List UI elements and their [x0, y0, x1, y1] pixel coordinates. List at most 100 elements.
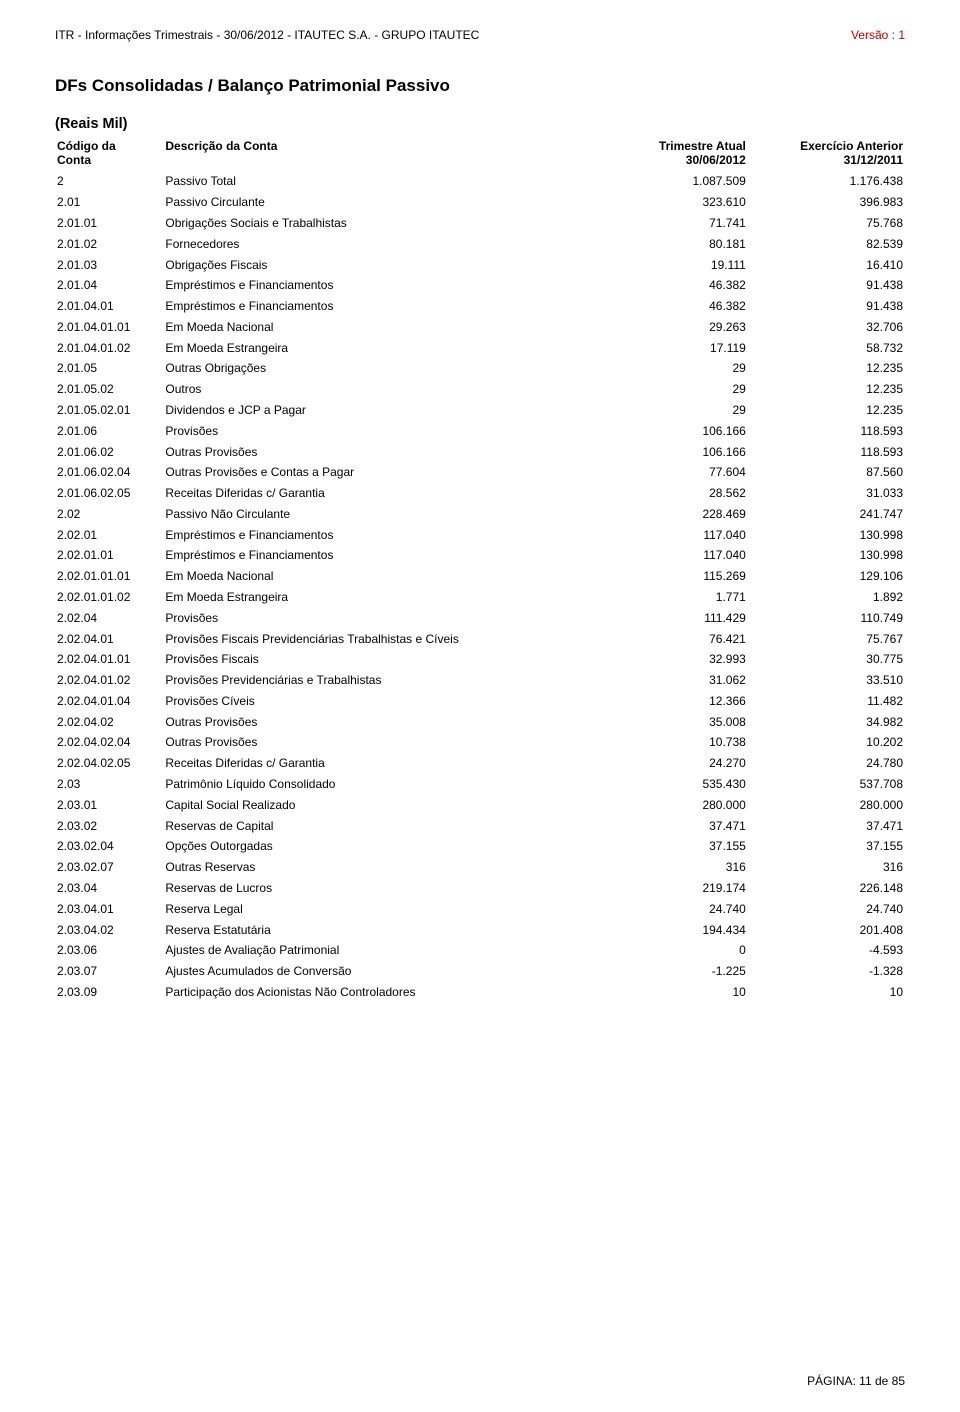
cell-current: 228.469 [591, 504, 748, 525]
cell-description: Fornecedores [163, 233, 590, 254]
cell-previous: 30.775 [748, 649, 905, 670]
cell-code: 2.01.04.01 [55, 296, 163, 317]
cell-code: 2.01.06.02.05 [55, 483, 163, 504]
cell-description: Patrimônio Líquido Consolidado [163, 774, 590, 795]
table-row: 2.02.04.02Outras Provisões35.00834.982 [55, 711, 905, 732]
cell-code: 2.01.04.01.02 [55, 337, 163, 358]
col-header-previous-l1: Exercício Anterior [800, 139, 903, 153]
table-row: 2.02Passivo Não Circulante228.469241.747 [55, 504, 905, 525]
col-header-previous: Exercício Anterior 31/12/2011 [748, 136, 905, 171]
table-row: 2.03.09Participação dos Acionistas Não C… [55, 981, 905, 1002]
cell-description: Participação dos Acionistas Não Controla… [163, 981, 590, 1002]
cell-description: Outros [163, 379, 590, 400]
cell-description: Reserva Legal [163, 898, 590, 919]
cell-code: 2.01.04.01.01 [55, 316, 163, 337]
col-header-code: Código da Conta [55, 136, 163, 171]
table-row: 2.01.04.01.01Em Moeda Nacional29.26332.7… [55, 316, 905, 337]
cell-description: Receitas Diferidas c/ Garantia [163, 483, 590, 504]
cell-description: Outras Provisões [163, 441, 590, 462]
col-header-desc: Descrição da Conta [163, 136, 590, 171]
cell-previous: 1.892 [748, 587, 905, 608]
cell-current: 0 [591, 940, 748, 961]
cell-description: Outras Obrigações [163, 358, 590, 379]
cell-code: 2.01.06 [55, 420, 163, 441]
cell-code: 2.03.02 [55, 815, 163, 836]
table-row: 2.02.04.01.02Provisões Previdenciárias e… [55, 670, 905, 691]
cell-description: Reservas de Capital [163, 815, 590, 836]
cell-code: 2.03.04 [55, 878, 163, 899]
cell-current: 29 [591, 379, 748, 400]
cell-code: 2.02.04.01.01 [55, 649, 163, 670]
cell-current: 12.366 [591, 691, 748, 712]
cell-current: 323.610 [591, 192, 748, 213]
cell-previous: 91.438 [748, 296, 905, 317]
cell-code: 2.02.04.01.04 [55, 691, 163, 712]
table-row: 2.02.04.01.01Provisões Fiscais32.99330.7… [55, 649, 905, 670]
cell-code: 2.02.04.01.02 [55, 670, 163, 691]
cell-code: 2.02.01.01 [55, 545, 163, 566]
cell-code: 2.02 [55, 504, 163, 525]
table-row: 2.01.04.01.02Em Moeda Estrangeira17.1195… [55, 337, 905, 358]
table-row: 2.03.02.04Opções Outorgadas37.15537.155 [55, 836, 905, 857]
cell-description: Provisões Fiscais Previdenciárias Trabal… [163, 628, 590, 649]
cell-previous: 226.148 [748, 878, 905, 899]
page-footer: PÁGINA: 11 de 85 [807, 1374, 905, 1388]
cell-previous: 12.235 [748, 400, 905, 421]
cell-previous: 130.998 [748, 524, 905, 545]
cell-code: 2.01.05 [55, 358, 163, 379]
cell-current: 28.562 [591, 483, 748, 504]
cell-previous: 110.749 [748, 607, 905, 628]
cell-description: Em Moeda Estrangeira [163, 337, 590, 358]
cell-previous: 24.780 [748, 753, 905, 774]
cell-description: Reservas de Lucros [163, 878, 590, 899]
table-row: 2.01.05.02.01Dividendos e JCP a Pagar291… [55, 400, 905, 421]
table-row: 2.03.06Ajustes de Avaliação Patrimonial0… [55, 940, 905, 961]
col-header-current-l1: Trimestre Atual [659, 139, 746, 153]
table-header-row: Código da Conta Descrição da Conta Trime… [55, 136, 905, 171]
cell-current: 29 [591, 358, 748, 379]
cell-previous: 10.202 [748, 732, 905, 753]
cell-previous: 12.235 [748, 379, 905, 400]
cell-description: Outras Provisões [163, 732, 590, 753]
cell-previous: 75.767 [748, 628, 905, 649]
table-row: 2.02.01.01Empréstimos e Financiamentos11… [55, 545, 905, 566]
table-row: 2.01.06Provisões106.166118.593 [55, 420, 905, 441]
cell-description: Passivo Não Circulante [163, 504, 590, 525]
cell-previous: 37.471 [748, 815, 905, 836]
sub-title: (Reais Mil) [55, 116, 905, 132]
table-row: 2.01.04Empréstimos e Financiamentos46.38… [55, 275, 905, 296]
cell-description: Provisões Fiscais [163, 649, 590, 670]
table-row: 2.01Passivo Circulante323.610396.983 [55, 192, 905, 213]
cell-code: 2.01.02 [55, 233, 163, 254]
cell-description: Outras Provisões e Contas a Pagar [163, 462, 590, 483]
cell-code: 2.02.01 [55, 524, 163, 545]
cell-previous: 316 [748, 857, 905, 878]
cell-code: 2.03.09 [55, 981, 163, 1002]
cell-current: 535.430 [591, 774, 748, 795]
cell-previous: 130.998 [748, 545, 905, 566]
table-row: 2.03.02.07Outras Reservas316316 [55, 857, 905, 878]
cell-code: 2.03.02.04 [55, 836, 163, 857]
cell-previous: 118.593 [748, 420, 905, 441]
cell-code: 2.01.06.02 [55, 441, 163, 462]
cell-previous: 129.106 [748, 566, 905, 587]
cell-current: 117.040 [591, 545, 748, 566]
cell-code: 2.03.04.02 [55, 919, 163, 940]
cell-previous: 37.155 [748, 836, 905, 857]
cell-previous: 87.560 [748, 462, 905, 483]
cell-current: 1.771 [591, 587, 748, 608]
cell-description: Reserva Estatutária [163, 919, 590, 940]
cell-current: 1.087.509 [591, 171, 748, 192]
table-row: 2.01.05.02Outros2912.235 [55, 379, 905, 400]
col-header-code-l1: Código da [57, 139, 116, 153]
cell-current: 219.174 [591, 878, 748, 899]
table-row: 2.01.05Outras Obrigações2912.235 [55, 358, 905, 379]
table-row: 2.03.04.01Reserva Legal24.74024.740 [55, 898, 905, 919]
cell-previous: 16.410 [748, 254, 905, 275]
table-row: 2.01.02Fornecedores80.18182.539 [55, 233, 905, 254]
cell-previous: 280.000 [748, 794, 905, 815]
col-header-current: Trimestre Atual 30/06/2012 [591, 136, 748, 171]
cell-previous: -1.328 [748, 961, 905, 982]
cell-code: 2.01.05.02 [55, 379, 163, 400]
cell-current: 32.993 [591, 649, 748, 670]
